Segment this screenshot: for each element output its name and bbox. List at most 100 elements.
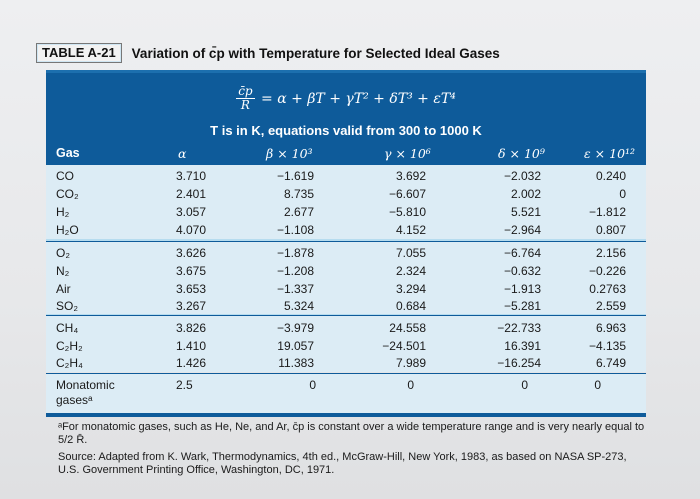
alpha-value: 2.401 [176, 187, 207, 201]
gas-name: Air [56, 282, 71, 296]
table-row: SO₂ 3.267 5.324 0.684 −5.281 2.559 [46, 297, 646, 315]
epsilon-value: 0 [594, 378, 601, 392]
alpha-value: 3.710 [176, 169, 207, 183]
validity-condition: T is in K, equations valid from 300 to 1… [210, 123, 482, 138]
table-bottom-rule [46, 413, 646, 417]
gas-name: H₂ [56, 205, 70, 219]
equation-numerator: c̄p [236, 84, 255, 99]
gamma-value: 0.684 [395, 299, 426, 313]
alpha-value: 3.826 [176, 321, 207, 335]
gas-group-4: Monatomic gasesᵃ 2.5 0 0 0 0 [46, 373, 646, 414]
alpha-value: 2.5 [176, 378, 193, 392]
table-row: C₂H₄ 1.426 11.383 7.989 −16.254 6.749 [46, 354, 646, 372]
column-header-alpha: α [178, 146, 187, 161]
delta-value: 16.391 [504, 339, 541, 353]
gamma-value: 3.294 [395, 282, 426, 296]
epsilon-value: −0.226 [588, 264, 626, 278]
delta-value: −5.281 [503, 299, 541, 313]
epsilon-value: 2.559 [595, 299, 626, 313]
column-header-gas: Gas [56, 146, 80, 160]
gamma-value: 4.152 [395, 223, 426, 237]
table-row: Monatomic gasesᵃ 2.5 0 0 0 0 [46, 376, 646, 410]
table-row: N₂ 3.675 −1.208 2.324 −0.632 −0.226 [46, 262, 646, 280]
gamma-value: 3.692 [395, 169, 426, 183]
table-row: O₂ 3.626 −1.878 7.055 −6.764 2.156 [46, 244, 646, 262]
epsilon-value: −1.812 [588, 205, 626, 219]
gas-name: H₂O [56, 223, 79, 237]
alpha-value: 1.410 [176, 339, 207, 353]
column-header-beta: β × 10³ [266, 146, 313, 161]
alpha-value: 3.653 [176, 282, 207, 296]
beta-value: −1.619 [276, 169, 314, 183]
alpha-value: 1.426 [176, 356, 207, 370]
epsilon-value: 2.156 [595, 246, 626, 260]
epsilon-value: −4.135 [588, 339, 626, 353]
delta-value: −1.913 [503, 282, 541, 296]
epsilon-value: 0.240 [595, 169, 626, 183]
table-number-label: TABLE A-21 [36, 43, 122, 63]
gas-group-3: CH₄ 3.826 −3.979 24.558 −22.733 6.963 C₂… [46, 315, 646, 372]
table-row: CO₂ 2.401 8.735 −6.607 2.002 0 [46, 185, 646, 203]
table-row: Air 3.653 −1.337 3.294 −1.913 0.2763 [46, 280, 646, 298]
delta-value: −22.733 [497, 321, 541, 335]
alpha-value: 3.267 [176, 299, 207, 313]
epsilon-value: 6.963 [595, 321, 626, 335]
beta-value: −1.337 [276, 282, 314, 296]
source-citation: Source: Adapted from K. Wark, Thermodyna… [58, 451, 627, 476]
table-top-rule [46, 70, 646, 73]
gamma-value: 2.324 [395, 264, 426, 278]
equation-fraction: c̄p R̄ [236, 84, 255, 112]
table-title-row: TABLE A-21 Variation of c̄p with Tempera… [36, 42, 500, 64]
gamma-value: −5.810 [388, 205, 426, 219]
epsilon-value: 0.807 [595, 223, 626, 237]
gas-name: N₂ [56, 264, 70, 278]
beta-value: 5.324 [283, 299, 314, 313]
gas-name: SO₂ [56, 299, 78, 313]
beta-value: 8.735 [283, 187, 314, 201]
beta-value: 0 [309, 378, 316, 392]
alpha-value: 3.626 [176, 246, 207, 260]
delta-value: 5.521 [510, 205, 541, 219]
beta-value: 2.677 [283, 205, 314, 219]
gamma-value: 0 [407, 378, 414, 392]
gas-name: Monatomic gasesᵃ [56, 378, 115, 407]
column-header-gamma: γ × 10⁶ [384, 146, 431, 161]
gas-name: CH₄ [56, 321, 79, 335]
alpha-value: 3.057 [176, 205, 207, 219]
epsilon-value: 0 [619, 187, 626, 201]
table-row: CO 3.710 −1.619 3.692 −2.032 0.240 [46, 167, 646, 185]
beta-value: −1.208 [276, 264, 314, 278]
table-row: CH₄ 3.826 −3.979 24.558 −22.733 6.963 [46, 319, 646, 337]
table-caption: Variation of c̄p with Temperature for Se… [131, 45, 500, 61]
equation-right-side: = α + βT + γT² + δT³ + εT⁴ [261, 90, 456, 107]
beta-value: −1.108 [276, 223, 314, 237]
delta-value: −0.632 [503, 264, 541, 278]
gamma-value: −6.607 [388, 187, 426, 201]
delta-value: −6.764 [503, 246, 541, 260]
delta-value: −2.032 [503, 169, 541, 183]
delta-value: 0 [521, 378, 528, 392]
table-row: C₂H₂ 1.410 19.057 −24.501 16.391 −4.135 [46, 337, 646, 355]
gas-name: O₂ [56, 246, 70, 260]
beta-value: 19.057 [277, 339, 314, 353]
column-header-epsilon: ε × 10¹² [584, 146, 636, 161]
equation-denominator: R̄ [240, 98, 250, 112]
delta-value: 2.002 [510, 187, 541, 201]
epsilon-value: 0.2763 [589, 282, 626, 296]
gas-name: CO₂ [56, 187, 79, 201]
gas-name: C₂H₂ [56, 339, 83, 353]
alpha-value: 4.070 [176, 223, 207, 237]
gamma-value: 24.558 [389, 321, 426, 335]
table-header: c̄p R̄ = α + βT + γT² + δT³ + εT⁴ T is i… [46, 73, 646, 165]
gas-group-1: CO 3.710 −1.619 3.692 −2.032 0.240 CO₂ 2… [46, 165, 646, 239]
gas-name: CO [56, 169, 74, 183]
gamma-value: −24.501 [382, 339, 426, 353]
gamma-value: 7.989 [395, 356, 426, 370]
delta-value: −2.964 [503, 223, 541, 237]
beta-value: 11.383 [278, 356, 314, 370]
gas-group-2: O₂ 3.626 −1.878 7.055 −6.764 2.156 N₂ 3.… [46, 241, 646, 314]
table-row: H₂O 4.070 −1.108 4.152 −2.964 0.807 [46, 221, 646, 239]
column-header-delta: δ × 10⁹ [498, 146, 545, 161]
gas-name: C₂H₄ [56, 356, 83, 370]
